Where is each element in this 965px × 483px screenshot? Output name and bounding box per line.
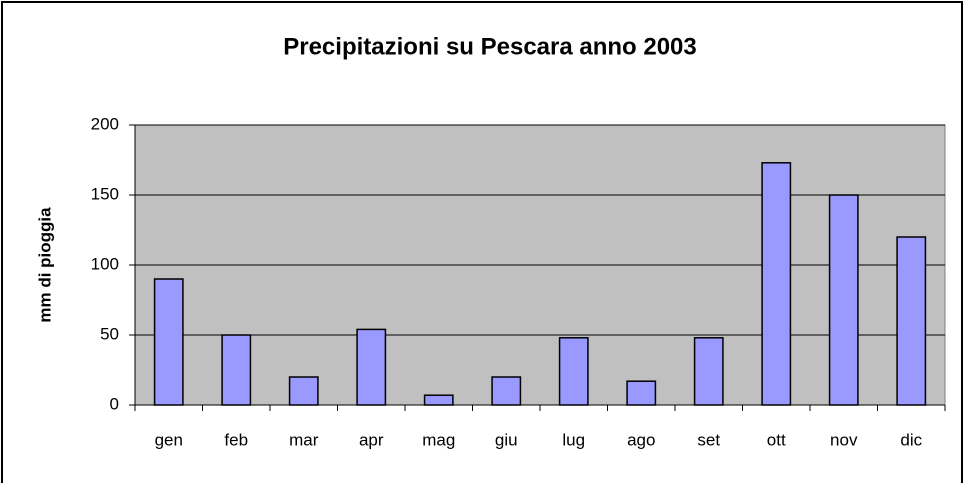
- x-tick-label: lug: [562, 430, 585, 449]
- y-tick-label: 0: [110, 394, 119, 413]
- y-axis-label: mm di pioggia: [35, 207, 54, 323]
- bar: [356, 328, 387, 406]
- bar: [693, 337, 724, 406]
- x-tick-label: gen: [155, 430, 183, 449]
- y-tick-label: 100: [91, 254, 119, 273]
- x-tick-label: mag: [422, 430, 455, 449]
- bar: [423, 394, 454, 406]
- bar: [558, 337, 589, 406]
- bar: [828, 194, 859, 406]
- x-tick-label: feb: [224, 430, 248, 449]
- x-tick-label: mar: [289, 430, 319, 449]
- bar: [626, 380, 657, 406]
- bar: [896, 236, 927, 406]
- bar: [288, 376, 319, 406]
- y-tick-label: 150: [91, 184, 119, 203]
- bar: [761, 162, 792, 406]
- x-tick-label: set: [697, 430, 720, 449]
- bar: [153, 278, 184, 406]
- x-tick-label: giu: [495, 430, 518, 449]
- y-tick-label: 50: [100, 324, 119, 343]
- x-tick-label: apr: [359, 430, 384, 449]
- bar: [491, 376, 522, 406]
- chart-title: Precipitazioni su Pescara anno 2003: [283, 33, 697, 60]
- x-tick-label: ago: [627, 430, 655, 449]
- x-tick-label: ott: [767, 430, 786, 449]
- y-tick-label: 200: [91, 114, 119, 133]
- bar: [221, 334, 252, 406]
- x-tick-label: nov: [830, 430, 858, 449]
- x-tick-label: dic: [900, 430, 922, 449]
